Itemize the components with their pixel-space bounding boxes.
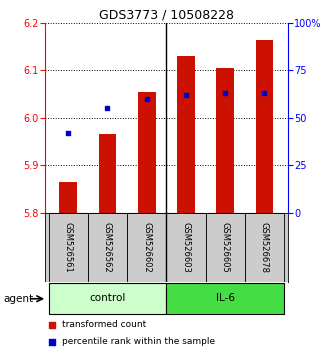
Bar (166, 283, 284, 314)
Text: GSM526605: GSM526605 (221, 222, 230, 273)
Title: GDS3773 / 10508228: GDS3773 / 10508228 (99, 9, 234, 22)
Bar (127, 213, 166, 281)
Text: GSM526678: GSM526678 (260, 222, 269, 273)
Bar (256, 40, 273, 213)
Text: percentile rank within the sample: percentile rank within the sample (62, 337, 215, 346)
Point (105, 105, 110, 111)
Point (222, 90, 228, 96)
Bar (49, 283, 166, 314)
Text: GSM526561: GSM526561 (64, 222, 73, 273)
Point (49, 322, 55, 327)
Bar (245, 213, 284, 281)
Text: GSM526602: GSM526602 (142, 222, 151, 273)
Text: control: control (89, 293, 126, 303)
Point (49, 339, 55, 345)
Bar (138, 92, 156, 213)
Text: GSM526603: GSM526603 (181, 222, 190, 273)
Bar (49, 213, 88, 281)
Text: agent: agent (3, 294, 33, 304)
Point (183, 92, 189, 98)
Point (262, 90, 267, 96)
Text: transformed count: transformed count (62, 320, 146, 329)
Text: GSM526562: GSM526562 (103, 222, 112, 273)
Bar (59, 182, 77, 213)
Bar (99, 135, 116, 213)
Bar (88, 213, 127, 281)
Text: IL-6: IL-6 (216, 293, 235, 303)
Bar (177, 56, 195, 213)
Point (66, 130, 71, 136)
Bar (216, 68, 234, 213)
Bar (166, 213, 206, 281)
Bar (206, 213, 245, 281)
Point (144, 96, 149, 102)
